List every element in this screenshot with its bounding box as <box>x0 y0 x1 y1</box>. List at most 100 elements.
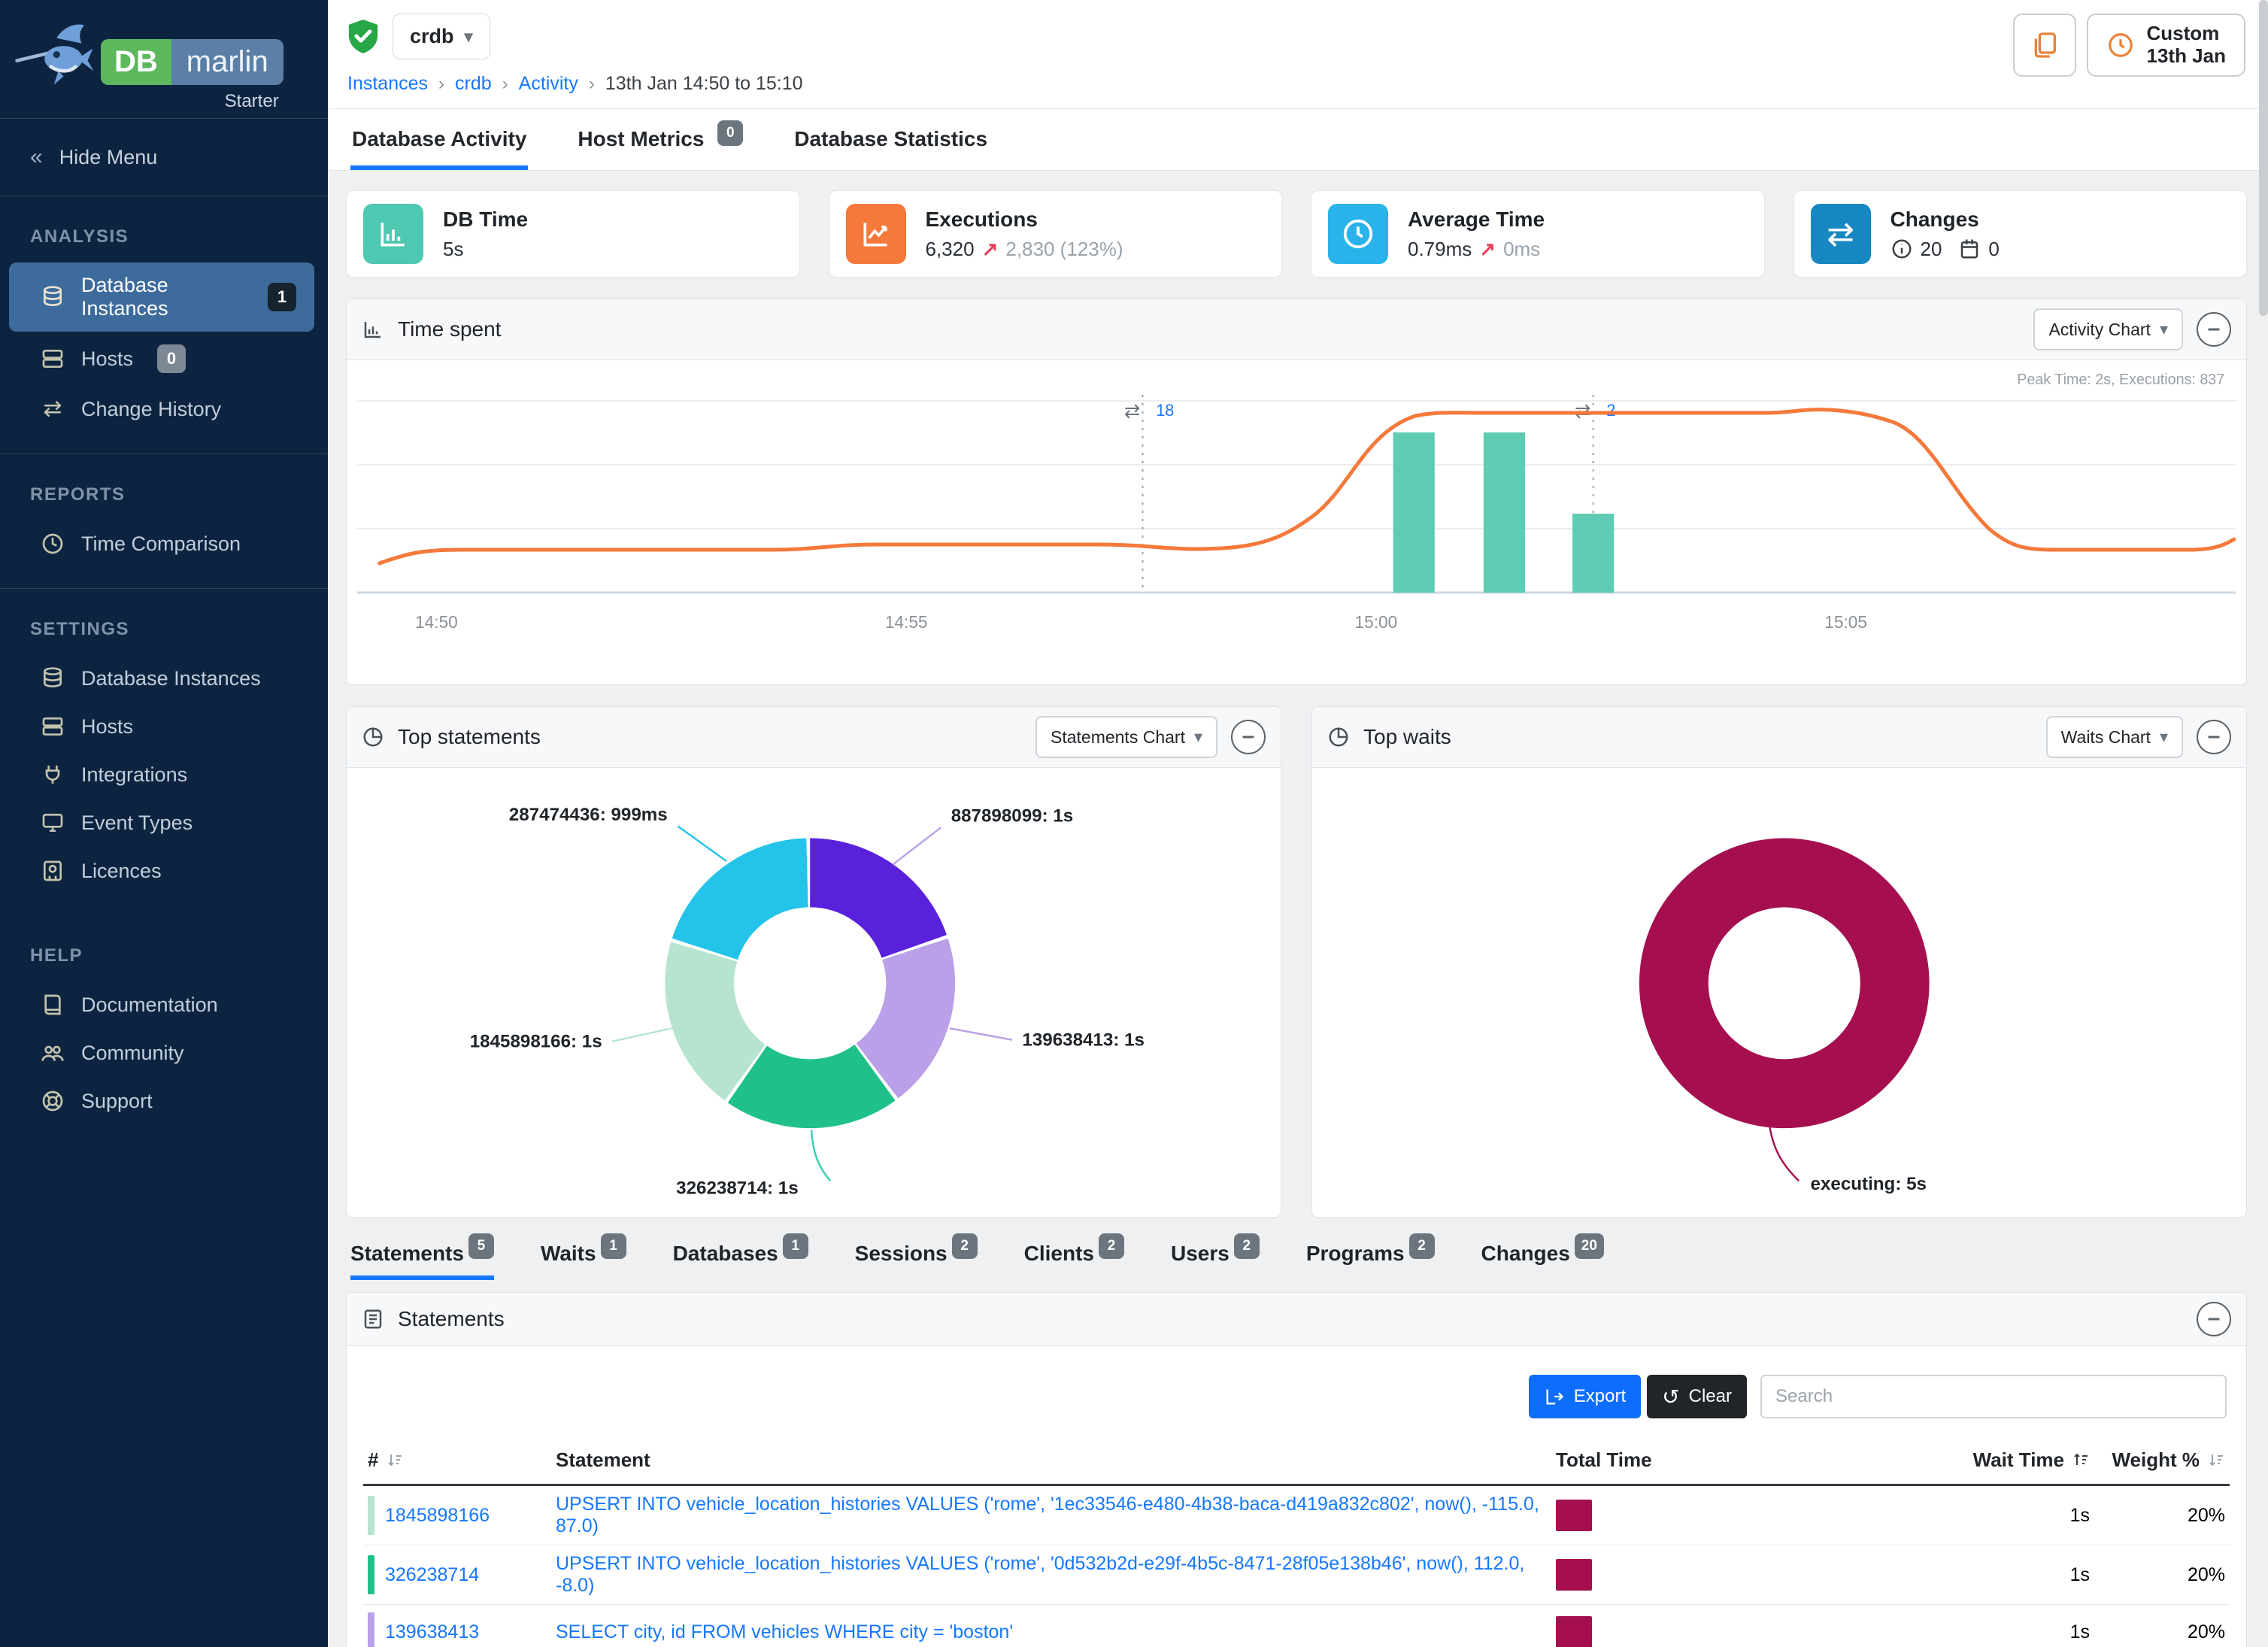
sort-icon[interactable] <box>386 1451 404 1470</box>
donut-slice-139638413[interactable] <box>665 838 956 1129</box>
executions-bar[interactable] <box>1393 432 1435 593</box>
instance-name: crdb <box>410 25 454 47</box>
donut-slice-executing[interactable] <box>1639 838 1930 1129</box>
chevron-down-icon: ▾ <box>1193 727 1202 746</box>
scrollbar-thumb[interactable] <box>2259 0 2268 316</box>
breadcrumb-crdb[interactable]: crdb <box>455 73 492 94</box>
search-input[interactable] <box>1760 1375 2227 1418</box>
export-button[interactable]: Export <box>1528 1375 1642 1418</box>
statements-donut-chart[interactable]: 287474436: 999ms 887898099: 1s 184589816… <box>347 768 1281 1217</box>
statement-id-link[interactable]: 139638413 <box>385 1621 480 1642</box>
executions-bar[interactable] <box>1572 514 1615 593</box>
count-badge: 2 <box>1098 1233 1124 1259</box>
table-header: # Statement Total Time Wait Time <box>363 1441 2230 1486</box>
collapse-panel-button[interactable]: – <box>2197 720 2231 754</box>
change-marker-count[interactable]: 18 <box>1156 401 1174 420</box>
column-wait-time[interactable]: Wait Time <box>1972 1448 2064 1471</box>
collapse-panel-button[interactable]: – <box>2197 1302 2231 1336</box>
statement-text-link[interactable]: SELECT city, id FROM vehicles WHERE city… <box>556 1621 1014 1642</box>
breadcrumb-separator: › <box>588 73 595 94</box>
statement-text-link[interactable]: UPSERT INTO vehicle_location_histories V… <box>556 1553 1525 1596</box>
waits-donut-chart[interactable]: executing: 5s <box>1312 768 2246 1217</box>
tab-label: Changes <box>1481 1242 1570 1265</box>
tab-label: Users <box>1170 1242 1230 1265</box>
sidebar-item-label: Integrations <box>81 763 188 786</box>
hide-menu-button[interactable]: « Hide Menu <box>0 119 328 196</box>
sidebar-item-database-instances[interactable]: Database Instances 1 <box>9 262 314 332</box>
card-value: 5s <box>443 237 464 260</box>
card-average-time: Average Time 0.79ms ↗ 0ms <box>1311 190 1765 278</box>
sort-asc-icon[interactable] <box>2072 1451 2090 1470</box>
sidebar-item-community[interactable]: Community <box>9 1030 314 1076</box>
statements-chart-selector[interactable]: Statements Chart ▾ <box>1035 716 1217 758</box>
executions-bar[interactable] <box>1483 432 1525 593</box>
change-marker-count[interactable]: 2 <box>1606 401 1615 420</box>
tab-sessions[interactable]: Sessions 2 <box>855 1233 978 1280</box>
clock-icon <box>42 533 63 554</box>
wait-time-value: 1s <box>2069 1504 2090 1526</box>
tab-users[interactable]: Users 2 <box>1170 1233 1260 1280</box>
scrollbar[interactable] <box>2259 0 2268 1647</box>
sidebar-item-change-history[interactable]: ⇄ Change History <box>9 386 314 432</box>
trend-up-icon: ↗ <box>981 237 999 260</box>
sidebar-item-time-comparison[interactable]: Time Comparison <box>9 520 314 567</box>
statement-text-link[interactable]: UPSERT INTO vehicle_location_histories V… <box>556 1494 1539 1536</box>
tab-database-activity[interactable]: Database Activity <box>350 109 528 170</box>
tab-host-metrics[interactable]: Host Metrics 0 <box>576 109 744 170</box>
tab-programs[interactable]: Programs 2 <box>1305 1233 1435 1280</box>
sidebar-item-documentation[interactable]: Documentation <box>9 981 314 1028</box>
collapse-panel-button[interactable]: – <box>1231 720 1266 754</box>
slice-label: 887898099: 1s <box>951 806 1074 827</box>
tab-clients[interactable]: Clients 2 <box>1024 1233 1124 1280</box>
tab-label: Programs <box>1305 1242 1405 1265</box>
collapse-panel-button[interactable]: – <box>2197 312 2231 347</box>
time-range-button[interactable]: Custom 13th Jan <box>2086 14 2245 77</box>
changes-calendar-count: 0 <box>1988 237 2000 260</box>
instance-selector[interactable]: crdb ▾ <box>393 14 490 59</box>
sidebar-item-settings-hosts[interactable]: Hosts <box>9 703 314 750</box>
collapse-left-icon: « <box>30 144 43 169</box>
tab-label: Database Activity <box>352 127 527 150</box>
tab-label: Waits <box>540 1242 596 1265</box>
tab-changes[interactable]: Changes 20 <box>1481 1233 1604 1280</box>
sidebar-item-licences[interactable]: Licences <box>9 848 314 894</box>
waits-chart-selector[interactable]: Waits Chart ▾ <box>2045 716 2183 758</box>
chevron-down-icon: ▾ <box>464 26 473 46</box>
column-total-time[interactable]: Total Time <box>1556 1448 1652 1471</box>
sidebar-item-support[interactable]: Support <box>9 1078 314 1124</box>
sidebar-item-settings-database-instances[interactable]: Database Instances <box>9 655 314 702</box>
column-statement[interactable]: Statement <box>556 1448 650 1471</box>
breadcrumb-activity[interactable]: Activity <box>518 73 578 94</box>
tab-statements[interactable]: Statements 5 <box>350 1233 494 1280</box>
donut-slice-326238714[interactable] <box>656 829 964 1137</box>
people-icon <box>41 1045 64 1061</box>
tab-waits[interactable]: Waits 1 <box>540 1233 626 1280</box>
activity-chart-svg: Peak Time: 2s, Executions: 837 ⇄ 18 ⇄ 2 <box>357 372 2236 632</box>
breadcrumb-instances[interactable]: Instances <box>347 73 429 94</box>
breadcrumb-separator: › <box>502 73 508 94</box>
statement-id-link[interactable]: 1845898166 <box>385 1504 490 1526</box>
x-tick: 14:50 <box>415 612 458 632</box>
column-weight[interactable]: Weight % <box>2112 1448 2200 1471</box>
sidebar-item-event-types[interactable]: Event Types <box>9 799 314 846</box>
statement-id-link[interactable]: 326238714 <box>385 1564 480 1585</box>
chevron-down-icon: ▾ <box>2159 320 2168 338</box>
section-title: ANALYSIS <box>30 226 129 247</box>
clear-button[interactable]: ↺ Clear <box>1647 1375 1747 1418</box>
sort-icon[interactable] <box>2207 1451 2225 1470</box>
lifebuoy-icon <box>42 1090 63 1112</box>
swap-arrows-icon: ⇄ <box>43 396 62 421</box>
tab-database-statistics[interactable]: Database Statistics <box>793 109 989 170</box>
card-title: Changes <box>1890 207 1979 231</box>
time-spent-chart[interactable]: Peak Time: 2s, Executions: 837 ⇄ 18 ⇄ 2 <box>347 360 2246 684</box>
activity-chart-selector[interactable]: Activity Chart ▾ <box>2033 308 2183 350</box>
column-num[interactable]: # <box>368 1448 379 1471</box>
tab-databases[interactable]: Databases 1 <box>673 1233 808 1280</box>
card-title: DB Time <box>443 207 529 231</box>
weight-value: 20% <box>2187 1621 2225 1642</box>
sidebar-item-label: Community <box>81 1041 184 1064</box>
db-time-line <box>377 408 2236 566</box>
copy-link-button[interactable] <box>2012 14 2076 77</box>
sidebar-item-hosts[interactable]: Hosts 0 <box>9 333 314 384</box>
sidebar-item-integrations[interactable]: Integrations <box>9 751 314 798</box>
